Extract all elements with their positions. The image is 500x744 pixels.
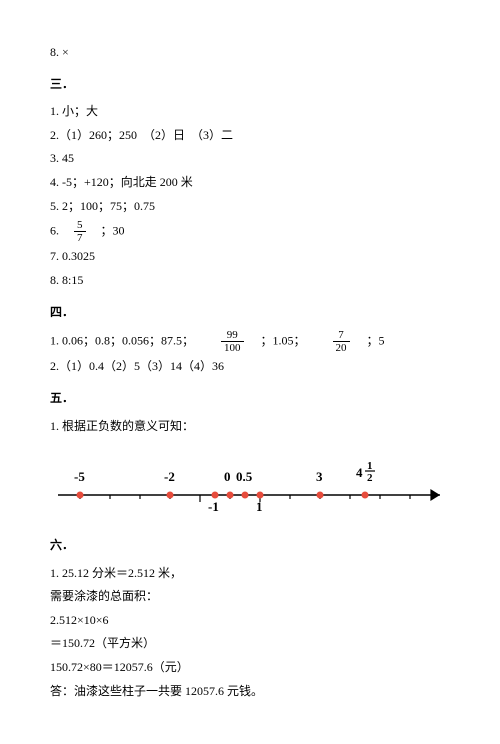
s6-l6: 答：油漆这些柱子一共要 12057.6 元钱。 <box>50 681 450 703</box>
s3-l1: 1. 小；大 <box>50 101 450 123</box>
svg-text:1: 1 <box>367 460 373 472</box>
answer-8: 8. × <box>50 42 450 64</box>
s3-l6-suffix: ；30 <box>89 224 125 238</box>
svg-text:4: 4 <box>356 465 363 480</box>
frac-num: 7 <box>333 329 350 342</box>
section-3-header: 三． <box>50 74 450 96</box>
s3-l5: 5. 2；100；75；0.75 <box>50 196 450 218</box>
frac-num: 5 <box>74 219 86 232</box>
s4-l1-b: ；1.05； <box>261 333 306 347</box>
svg-text:-5: -5 <box>74 469 85 484</box>
s6-l2: 需要涂漆的总面积： <box>50 586 450 608</box>
s3-l7: 7. 0.3025 <box>50 246 450 268</box>
s4-l1-a: 1. 0.06；0.8；0.056；87.5； <box>50 333 194 347</box>
svg-text:-2: -2 <box>164 469 175 484</box>
s3-l6: 6. 5 7 ；30 <box>50 219 450 244</box>
s3-l4: 4. -5；+120；向北走 200 米 <box>50 172 450 194</box>
fraction-7-20: 7 20 <box>333 329 350 354</box>
svg-text:1: 1 <box>256 499 263 514</box>
frac-den: 7 <box>74 232 86 244</box>
s4-l1-c: ；5 <box>367 333 385 347</box>
frac-num: 99 <box>221 329 244 342</box>
svg-text:0: 0 <box>224 469 231 484</box>
svg-text:2: 2 <box>367 472 373 484</box>
fraction-99-100: 99 100 <box>221 329 244 354</box>
s3-l6-prefix: 6. <box>50 224 71 238</box>
s6-l3: 2.512×10×6 <box>50 610 450 632</box>
svg-text:0.5: 0.5 <box>236 469 253 484</box>
s4-l1: 1. 0.06；0.8；0.056；87.5； 99 100 ；1.05； 7 … <box>50 329 450 354</box>
svg-text:3: 3 <box>316 469 323 484</box>
svg-text:-1: -1 <box>208 499 219 514</box>
section-5-header: 五． <box>50 388 450 410</box>
s4-l2: 2.（1）0.4（2）5（3）14（4）36 <box>50 356 450 378</box>
s3-l8: 8. 8:15 <box>50 270 450 292</box>
frac-den: 100 <box>221 342 244 354</box>
number-line: -5-2-100.513412 <box>40 445 460 525</box>
s3-l3: 3. 45 <box>50 148 450 170</box>
s6-l5: 150.72×80＝12057.6（元） <box>50 657 450 679</box>
s6-l1: 1. 25.12 分米＝2.512 米， <box>50 563 450 585</box>
s3-l2: 2.（1）260；250 （2）日 （3）二 <box>50 125 450 147</box>
frac-den: 20 <box>333 342 350 354</box>
s6-l4: ＝150.72（平方米） <box>50 633 450 655</box>
section-4-header: 四． <box>50 302 450 324</box>
section-6-header: 六． <box>50 535 450 557</box>
fraction-5-7: 5 7 <box>74 219 86 244</box>
s5-l1: 1. 根据正负数的意义可知： <box>50 416 450 438</box>
